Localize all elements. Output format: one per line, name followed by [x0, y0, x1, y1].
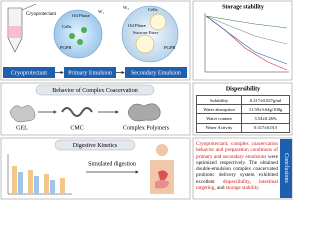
tube-liquid: [8, 26, 22, 38]
cell: Water Activity: [195, 122, 243, 133]
cell: 11.59±3.64g/100g: [241, 104, 290, 115]
text: storage stability: [225, 185, 259, 192]
label: Oil Phase: [128, 23, 146, 28]
step-label: Primary Emulsion: [68, 70, 112, 76]
text: .: [258, 185, 260, 192]
panel: [192, 137, 293, 200]
conclusion-text: Cryoprotectant, complex coacervation beh…: [196, 141, 278, 191]
label: Sucrose Ester: [133, 30, 159, 35]
label: GEL: [16, 125, 28, 131]
step-label: Cryoprotectant: [11, 70, 47, 76]
step-box: [3, 67, 55, 78]
label: Cells: [62, 24, 72, 29]
conclusions-tab: Conclusions: [280, 139, 292, 198]
label: W₁: [98, 9, 104, 14]
cell: 0.317±0.015: [241, 122, 290, 133]
label: Cryoprotectant: [26, 12, 57, 17]
label: CMC: [70, 125, 83, 131]
text: ,: [249, 178, 259, 185]
panel: [192, 0, 293, 81]
cell: 3.54±0.26%: [241, 113, 290, 124]
cell: Water content: [195, 113, 243, 124]
dispersibility-table: Solubility 0.217±0.027g/ml Water absorpti…: [195, 94, 290, 133]
panel-title: Behavior of Complex Coacervation: [52, 87, 137, 94]
text: , and: [214, 185, 226, 192]
panel-title: Digestive Kinetics: [73, 143, 118, 149]
page: Cryoprotectant Oil Phase Cells PGPR W₁ W…: [0, 0, 293, 200]
label: PGPR: [60, 45, 72, 50]
text: Cryoprotectant, complex coacervation beh…: [196, 141, 278, 160]
label: Complex Polymers: [123, 125, 170, 131]
tab-title: Conclusions: [283, 153, 289, 183]
cell: Water absorption: [195, 104, 243, 115]
label: Cells: [148, 7, 158, 12]
panel-title: Storage stability: [222, 4, 264, 10]
label: PGPR: [164, 45, 176, 50]
cell: 0.217±0.027g/ml: [241, 94, 290, 106]
text: intestinal targeting: [196, 178, 278, 192]
step-label: Secondary Emulsion: [131, 70, 181, 76]
axes: [204, 13, 289, 73]
primary-drop: [53, 9, 103, 59]
graphic: Cryoprotectant Oil Phase Cells PGPR W₁ W…: [0, 0, 293, 200]
label: Simulated digestion: [88, 161, 136, 167]
label: Oil Phase: [72, 13, 90, 18]
panel-title: Dispersibility: [226, 86, 260, 92]
text: dispersibility: [222, 178, 250, 185]
step-box: [125, 67, 187, 78]
step-box: [64, 67, 116, 78]
label: W₂: [123, 5, 129, 10]
cell: Solubility: [195, 94, 243, 106]
text: were optimized respectively. The obtaine…: [196, 153, 278, 185]
